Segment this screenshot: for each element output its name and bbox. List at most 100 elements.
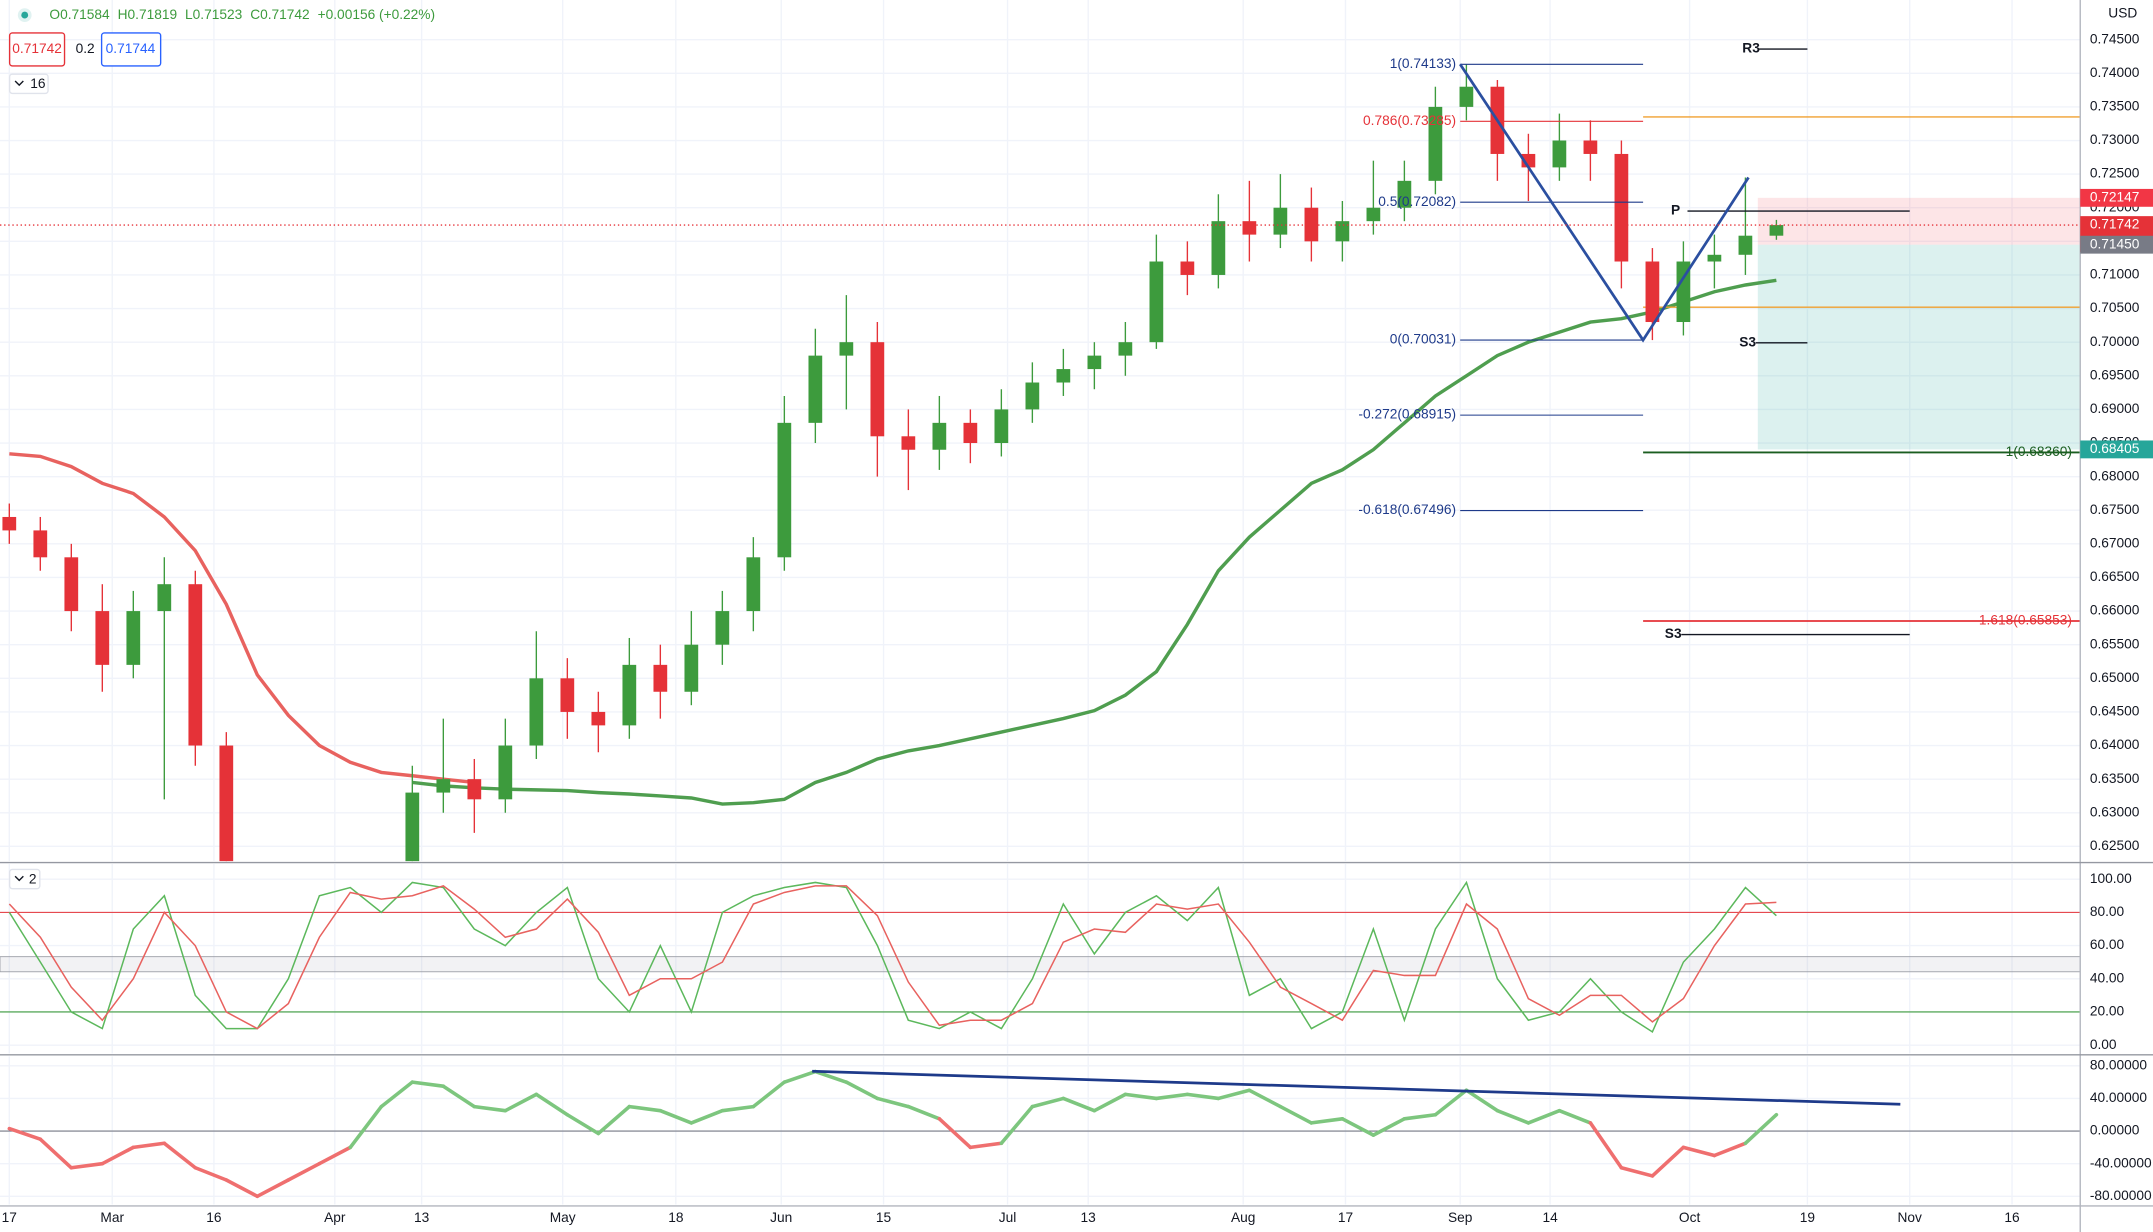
- momentum-segment: [751, 1080, 787, 1109]
- momentum-segment: [162, 1141, 198, 1170]
- harmonic-pattern: [1458, 63, 1750, 343]
- price-badge-label: 0.71450: [2090, 236, 2140, 251]
- momentum-segment: [317, 1145, 353, 1166]
- y-tick-label: 0.68000: [2090, 468, 2140, 483]
- y-tick-label: 0.70500: [2090, 300, 2140, 315]
- sell-price: 0.71742: [12, 41, 62, 56]
- momentum-segment: [1092, 1092, 1128, 1113]
- candle-body: [1707, 254, 1722, 262]
- momentum-segment: [1464, 1088, 1500, 1113]
- fib-label: 1(0.68360): [2006, 444, 2072, 459]
- momentum-segment: [69, 1161, 105, 1170]
- momentum-segment: [1309, 1117, 1345, 1125]
- candle-body: [839, 342, 854, 356]
- fib-label: -0.618(0.67496): [1358, 502, 1456, 517]
- y-tick-label: 0.69000: [2090, 401, 2140, 416]
- candle-body: [219, 745, 234, 862]
- momentum-segment: [627, 1104, 663, 1113]
- candle-body: [1242, 221, 1257, 235]
- candle-body: [560, 678, 575, 712]
- candle-body: [1614, 153, 1629, 262]
- momentum-segment: [968, 1141, 1004, 1150]
- momentum-segment: [1185, 1092, 1221, 1101]
- candle-body: [653, 664, 668, 692]
- momentum-segment: [410, 1080, 446, 1088]
- sell-box[interactable]: [8, 32, 66, 67]
- candle-body: [1428, 106, 1443, 181]
- moving-average: [9, 452, 475, 785]
- pivot-label: S3: [1739, 334, 1756, 349]
- x-tick-label: 13: [414, 1210, 430, 1225]
- x-tick-label: 18: [668, 1210, 684, 1225]
- spread: 0.2: [76, 41, 95, 56]
- momentum-segment: [1123, 1092, 1159, 1101]
- momentum-segment: [999, 1104, 1035, 1146]
- fib-label: -0.272(0.68915): [1358, 407, 1456, 422]
- momentum-segment: [100, 1145, 136, 1166]
- x-tick-label: 17: [1338, 1210, 1353, 1225]
- x-tick-label: Apr: [324, 1210, 346, 1225]
- ohlc-legend: O0.71584 H0.71819 L0.71523 C0.71742 +0.0…: [49, 7, 435, 22]
- momentum-segment: [534, 1092, 570, 1117]
- fib-label: 0.786(0.73285): [1363, 113, 1456, 128]
- price-badge-label: 0.72147: [2090, 189, 2140, 204]
- x-tick-label: 13: [1081, 1210, 1097, 1225]
- y-tick-label: 0.63000: [2090, 804, 2140, 819]
- price-badge-label: 0.71742: [2090, 217, 2140, 232]
- target-zone: [1757, 244, 2081, 450]
- candle-body: [808, 355, 823, 423]
- momentum-segment: [1371, 1117, 1407, 1137]
- y-tick-label: 0.72500: [2090, 166, 2140, 181]
- y-tick-label: -40.00000: [2090, 1155, 2152, 1170]
- candle-body: [1769, 225, 1784, 236]
- x-tick-label: 16: [206, 1210, 222, 1225]
- high-text: H0.71819: [118, 7, 177, 22]
- candle-body: [777, 422, 792, 558]
- indicator-toggle[interactable]: [8, 73, 49, 95]
- candle-body: [963, 422, 978, 444]
- y-tick-label: 0.00: [2090, 1037, 2117, 1052]
- y-tick-label: 0.63500: [2090, 771, 2140, 786]
- close-text: C0.71742: [250, 7, 309, 22]
- indicator-toggle[interactable]: [8, 868, 41, 890]
- momentum-segment: [1619, 1165, 1655, 1178]
- y-tick-label: 0.70000: [2090, 334, 2140, 349]
- momentum-segment: [1588, 1121, 1624, 1170]
- candle-body: [1552, 140, 1567, 168]
- candle-body: [901, 436, 916, 450]
- y-tick-label: 0.64500: [2090, 704, 2140, 719]
- candle-body: [1180, 261, 1195, 275]
- chevron: [14, 875, 24, 882]
- pivot-label: R3: [1742, 41, 1760, 56]
- candle-body: [715, 611, 730, 645]
- y-tick-label: 0.71000: [2090, 267, 2140, 282]
- oscillator-line: [8, 885, 1777, 1030]
- momentum-segment: [503, 1092, 539, 1113]
- x-tick-label: 17: [2, 1210, 17, 1225]
- trend-line: [812, 1069, 1901, 1106]
- y-tick-label: 0.62500: [2090, 838, 2140, 853]
- fib-label: 1.618(0.65853): [1979, 613, 2072, 628]
- price-badge: [2080, 440, 2153, 459]
- currency: USD: [2108, 5, 2137, 20]
- momentum-segment: [720, 1104, 756, 1113]
- y-tick-label: 80.00000: [2090, 1057, 2148, 1072]
- candle-body: [1583, 140, 1598, 154]
- candle-body: [95, 611, 110, 665]
- buy-box[interactable]: [100, 32, 162, 67]
- candle-body: [1304, 207, 1319, 242]
- candle-body: [994, 409, 1009, 444]
- moving-average: [412, 278, 1777, 806]
- price-badge: [2080, 188, 2153, 207]
- momentum-segment: [844, 1080, 880, 1101]
- candle-body: [436, 779, 451, 793]
- candle-body: [529, 678, 544, 746]
- fib-label: 0(0.70031): [1390, 332, 1456, 347]
- low-text: L0.71523: [185, 7, 243, 22]
- momentum-segment: [1402, 1112, 1438, 1121]
- header: O0.71584 H0.71819 L0.71523 C0.71742 +0.0…: [8, 7, 435, 890]
- momentum-segment: [1681, 1145, 1717, 1158]
- momentum-segment: [658, 1108, 694, 1125]
- y-tick-label: 0.74500: [2090, 31, 2140, 46]
- momentum-segment: [1712, 1141, 1748, 1158]
